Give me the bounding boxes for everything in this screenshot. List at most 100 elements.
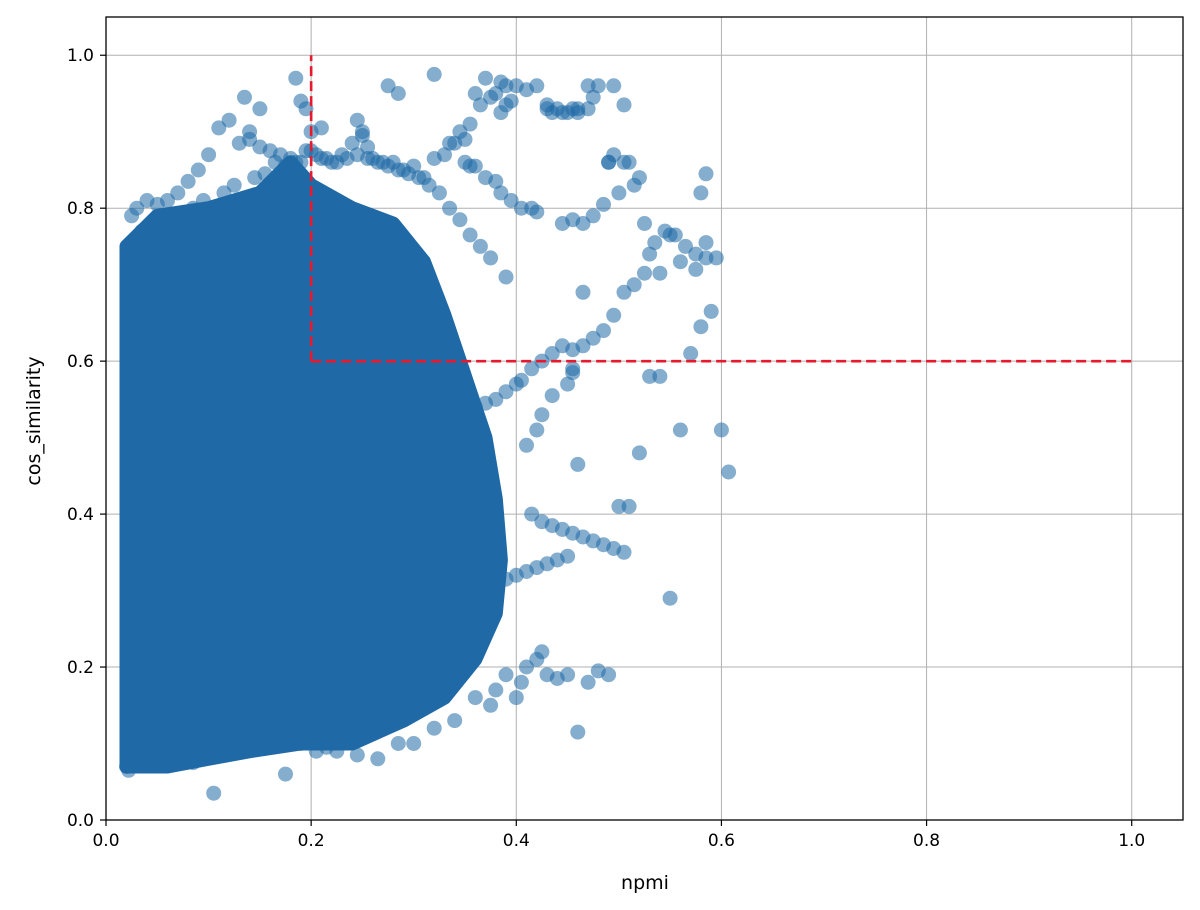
scatter-point (493, 105, 509, 121)
scatter-point (119, 759, 134, 774)
scatter-point (688, 246, 704, 262)
scatter-point (462, 116, 478, 132)
scatter-point (637, 265, 652, 281)
scatter-point (360, 139, 376, 155)
scatter-point (431, 422, 447, 438)
scatter-point (370, 751, 386, 767)
scatter-point (349, 112, 365, 128)
scatter-point (185, 755, 201, 771)
scatter-point (344, 135, 360, 151)
scatter-point (529, 204, 545, 220)
x-tick-label: 0.2 (298, 831, 325, 851)
scatter-point (170, 185, 186, 201)
scatter-point (216, 185, 232, 201)
scatter-point (267, 154, 283, 170)
dense-point-cloud (119, 155, 508, 774)
scatter-point (513, 200, 529, 216)
scatter-point (447, 713, 463, 729)
y-tick-label: 0.8 (67, 199, 94, 219)
scatter-point (319, 491, 334, 507)
scatter-point (585, 330, 601, 346)
scatter-point (647, 235, 663, 251)
scatter-point (585, 208, 601, 224)
scatter-points (119, 66, 737, 801)
scatter-point (580, 101, 596, 117)
scatter-point (195, 743, 211, 759)
scatter-point (652, 265, 668, 281)
scatter-point (652, 368, 668, 384)
scatter-point (498, 667, 514, 683)
scatter-point (596, 323, 611, 339)
y-tick-label: 0.6 (67, 352, 94, 372)
scatter-point (498, 269, 514, 285)
scatter-point (134, 223, 150, 239)
scatter-point (390, 453, 406, 469)
scatter-point (626, 277, 642, 293)
scatter-point (206, 785, 222, 801)
scatter-point (616, 544, 632, 560)
scatter-point (616, 97, 632, 113)
scatter-point (698, 166, 714, 182)
scatter-point (488, 173, 504, 189)
y-tick-label: 1.0 (67, 46, 94, 66)
scatter-point (462, 227, 478, 243)
scatter-point (298, 101, 314, 117)
scatter-point (442, 200, 458, 216)
scatter-point (467, 690, 483, 706)
scatter-point (447, 407, 463, 423)
scatter-point (252, 101, 268, 117)
scatter-point (442, 135, 458, 151)
scatter-point (498, 78, 514, 94)
y-tick-label: 0.2 (67, 658, 94, 678)
scatter-point (390, 736, 406, 751)
x-tick-label: 1.0 (1118, 831, 1145, 851)
scatter-point (160, 743, 175, 759)
scatter-point (483, 89, 499, 105)
scatter-point (216, 736, 232, 751)
scatter-point (616, 284, 632, 300)
scatter-point (601, 667, 617, 683)
scatter-point (201, 147, 217, 163)
scatter-point (349, 747, 365, 763)
scatter-point (421, 430, 437, 446)
scatter-point (288, 70, 304, 86)
scatter-point (513, 674, 529, 690)
scatter-point (493, 185, 509, 201)
scatter-point (406, 736, 422, 751)
scatter-point (524, 361, 540, 377)
scatter-point (457, 586, 473, 602)
scatter-point (693, 185, 709, 201)
scatter-point (247, 170, 263, 186)
scatter-point (467, 86, 483, 101)
dense-core-region (119, 155, 508, 774)
scatter-point (472, 238, 488, 254)
scatter-point (431, 185, 447, 201)
scatter-point (467, 158, 483, 174)
scatter-point (529, 422, 545, 438)
scatter-point (390, 86, 406, 101)
scatter-point (565, 365, 581, 381)
scatter-point (519, 659, 534, 675)
scatter-point (139, 193, 155, 208)
scatter-point (411, 437, 427, 453)
scatter-point (231, 739, 247, 755)
scatter-point (380, 78, 396, 94)
scatter-point (447, 391, 463, 407)
scatter-point (380, 460, 396, 476)
scatter-point (472, 97, 488, 113)
scatter-point (596, 196, 611, 212)
scatter-point (642, 368, 658, 384)
scatter-point (585, 89, 601, 105)
scatter-point (667, 227, 683, 243)
y-tick-label: 0.0 (67, 811, 94, 831)
scatter-point (698, 235, 714, 251)
scatter-point (498, 384, 514, 400)
scatter-point (637, 216, 652, 231)
scatter-point (211, 120, 227, 136)
x-axis-ticks: 0.0 0.2 0.4 0.6 0.8 1.0 (92, 820, 1145, 851)
scatter-point (508, 690, 524, 706)
scatter-point (252, 139, 268, 155)
scatter-point (662, 590, 678, 606)
scatter-point (452, 124, 468, 140)
